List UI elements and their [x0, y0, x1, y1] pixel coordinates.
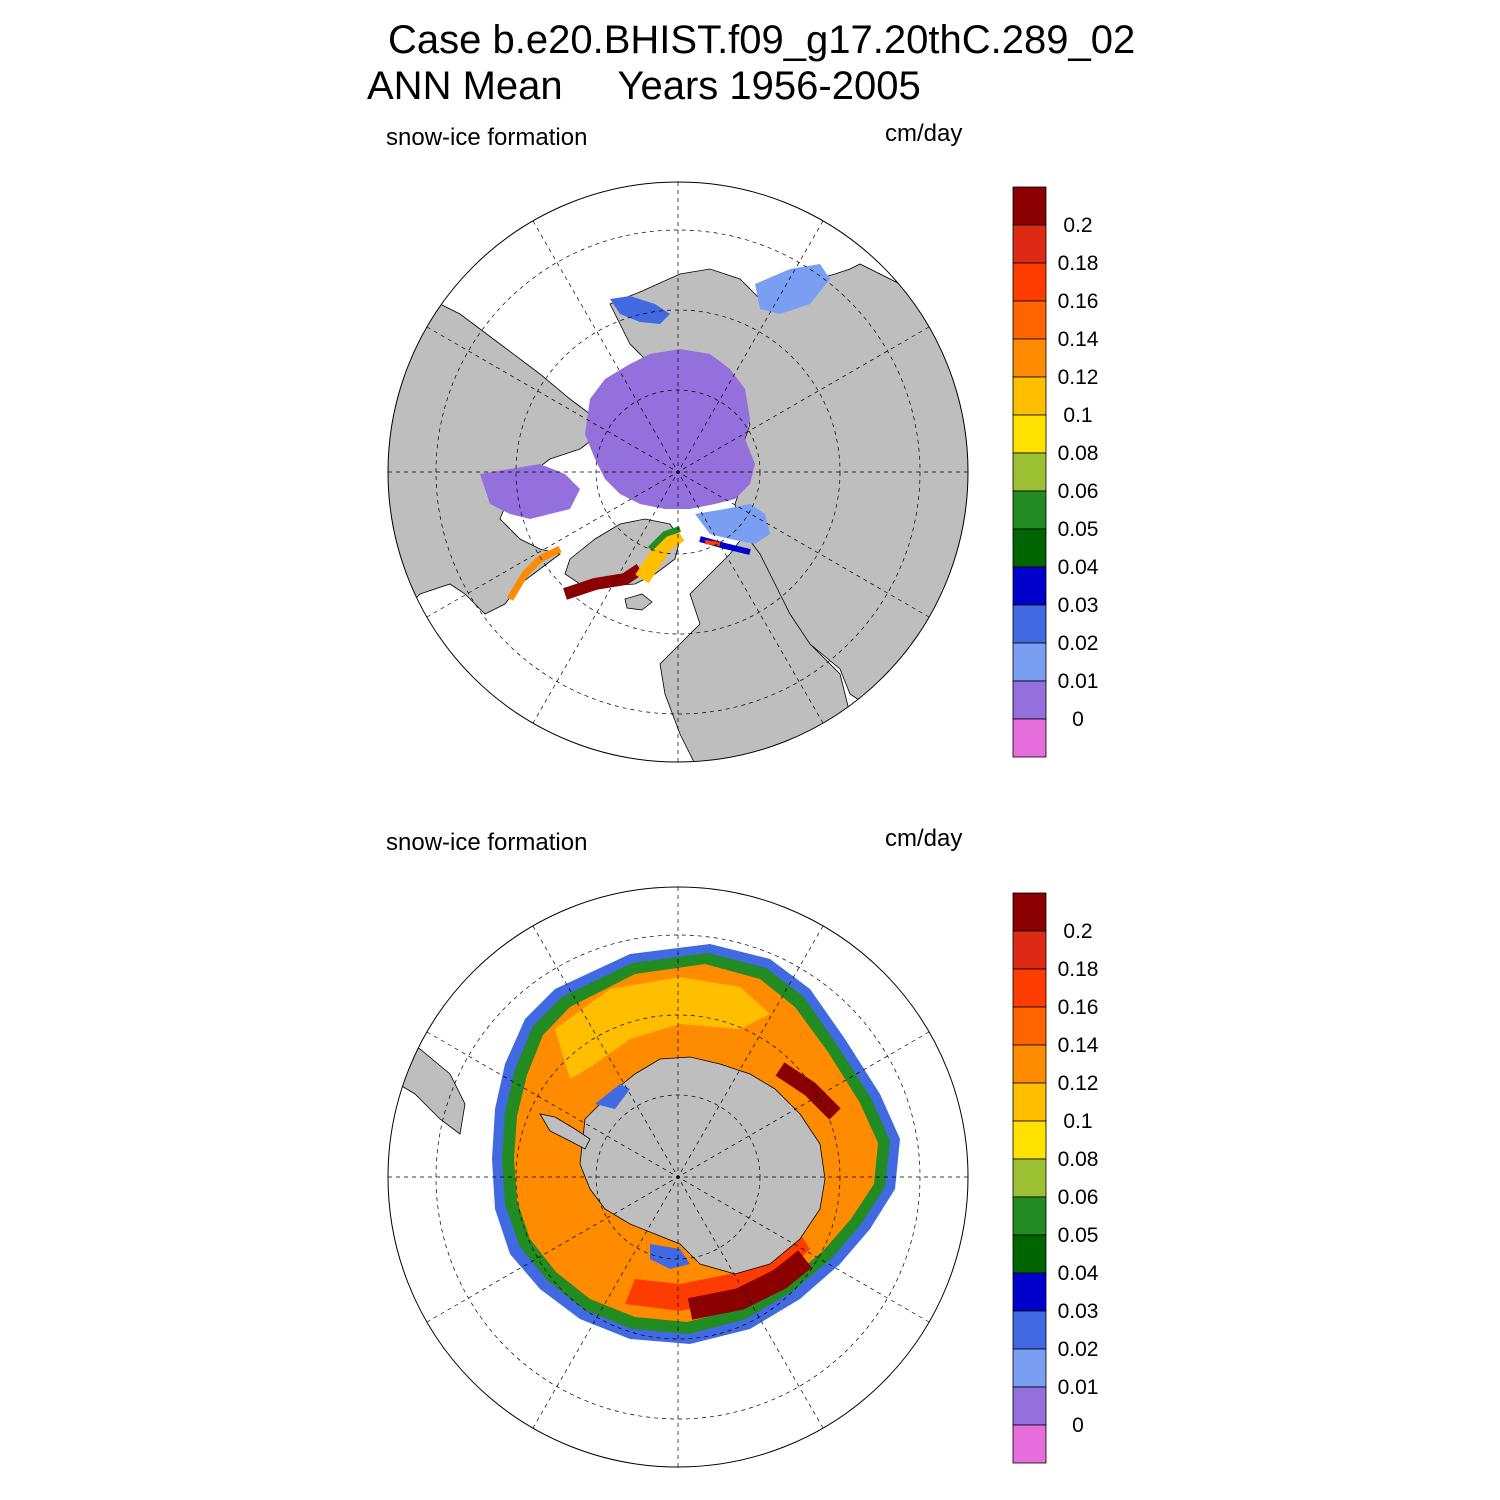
south-colorbar-label: 0.08: [1058, 1148, 1099, 1171]
south-colorbar-label: 0.04: [1058, 1262, 1099, 1285]
north-land-north-america: [388, 293, 601, 625]
north-colorbar-label: 0.02: [1058, 632, 1099, 655]
north-colorbar-label: 0.06: [1058, 480, 1099, 503]
north-land-iceland: [624, 593, 653, 611]
south-colorbar-label: 0: [1072, 1414, 1084, 1437]
south-weddell-blue: [595, 1084, 630, 1109]
south-colorbar-swatch: [1012, 930, 1047, 970]
north-okhotsk-ice: [755, 264, 830, 314]
south-colorbar-label: 0.2: [1063, 920, 1092, 943]
south-colorbar-swatch: [1012, 1120, 1047, 1160]
north-colorbar-swatch: [1012, 338, 1047, 378]
panel-north-units: cm/day: [885, 120, 963, 147]
north-grid: [388, 182, 968, 762]
south-land-peninsula: [539, 1113, 591, 1150]
north-colorbar-swatch: [1012, 718, 1047, 758]
north-colorbar-swatch: [1012, 376, 1047, 416]
south-ross-blue: [650, 1244, 690, 1269]
north-colorbar-label: 0.05: [1058, 518, 1099, 541]
north-polar-map: [387, 181, 969, 763]
south-ice-darkred-east: [775, 1062, 841, 1120]
north-colorbar-swatch: [1012, 224, 1047, 264]
south-colorbar-label: 0.05: [1058, 1224, 1099, 1247]
north-colorbar-swatch: [1012, 642, 1047, 682]
north-colorbar-swatch: [1012, 490, 1047, 530]
south-colorbar-swatch: [1012, 1044, 1047, 1084]
north-bering-ice: [610, 296, 670, 324]
south-colorbar-swatch: [1012, 1158, 1047, 1198]
south-land-antarctica: [579, 1056, 826, 1275]
panel-south-label: snow-ice formation: [386, 829, 588, 856]
south-colorbar-label: 0.06: [1058, 1186, 1099, 1209]
north-colorbar-swatch: [1012, 300, 1047, 340]
south-colorbar-label: 0.18: [1058, 958, 1099, 981]
north-labrador-band: [506, 545, 562, 601]
panel-north-label: snow-ice formation: [386, 124, 588, 151]
north-colorbar-swatch: [1012, 528, 1047, 568]
north-colorbar-label: 0.14: [1058, 328, 1099, 351]
south-colorbar-swatch: [1012, 1234, 1047, 1274]
south-ice-red-south: [625, 1234, 810, 1311]
south-colorbar-swatch: [1012, 968, 1047, 1008]
north-colorbar: 0.2 0.18 0.16 0.14 0.12 0.1 0.08 0.06 0.05 0.04 0.…: [1012, 186, 1099, 758]
north-colorbar-swatch: [1012, 414, 1047, 454]
north-colorbar-label: 0.03: [1058, 594, 1099, 617]
south-colorbar-swatch: [1012, 1386, 1047, 1426]
south-ice-yellow-north: [555, 977, 770, 1079]
north-arctic-ice: [585, 349, 755, 509]
north-colorbar-label: 0.1: [1063, 404, 1092, 427]
north-colorbar-label: 0.01: [1058, 670, 1099, 693]
north-colorbar-swatch: [1012, 186, 1047, 226]
south-grid: [388, 887, 968, 1467]
north-colorbar-label: 0.12: [1058, 366, 1099, 389]
north-hudson-ice: [480, 464, 580, 519]
north-fram-green: [647, 526, 681, 552]
north-map-border: [387, 181, 969, 763]
south-colorbar-swatch: [1012, 1082, 1047, 1122]
south-colorbar-label: 0.1: [1063, 1110, 1092, 1133]
north-colorbar-label: 0.16: [1058, 290, 1099, 313]
south-colorbar-swatch: [1012, 892, 1047, 932]
south-colorbar-label: 0.16: [1058, 996, 1099, 1019]
south-colorbar-swatch: [1012, 1424, 1047, 1464]
title-line-2: ANN Mean Years 1956-2005: [367, 64, 921, 108]
title-line-1: Case b.e20.BHIST.f09_g17.20thC.289_02: [388, 18, 1136, 62]
south-ice-darkred-south: [687, 1250, 812, 1320]
south-map-border: [387, 886, 969, 1468]
south-colorbar-label: 0.14: [1058, 1034, 1099, 1057]
panel-south-units: cm/day: [885, 825, 963, 852]
north-colorbar-swatch: [1012, 452, 1047, 492]
south-colorbar-label: 0.02: [1058, 1338, 1099, 1361]
north-colorbar-swatch: [1012, 680, 1047, 720]
south-colorbar-swatch: [1012, 1310, 1047, 1350]
south-colorbar-label: 0.03: [1058, 1300, 1099, 1323]
south-colorbar-label: 0.01: [1058, 1376, 1099, 1399]
north-colorbar-swatch: [1012, 604, 1047, 644]
north-colorbar-label: 0: [1072, 708, 1084, 731]
north-colorbar-label: 0.08: [1058, 442, 1099, 465]
north-colorbar-label: 0.18: [1058, 252, 1099, 275]
north-colorbar-swatch: [1012, 262, 1047, 302]
north-colorbar-label: 0.04: [1058, 556, 1099, 579]
south-colorbar: 0.2 0.18 0.16 0.14 0.12 0.1 0.08 0.06 0.05 0.04 0.…: [1012, 892, 1099, 1464]
south-colorbar-swatch: [1012, 1348, 1047, 1388]
north-fram-band: [635, 527, 685, 584]
south-colorbar-label: 0.12: [1058, 1072, 1099, 1095]
north-colorbar-swatch: [1012, 566, 1047, 606]
south-colorbar-swatch: [1012, 1272, 1047, 1312]
south-colorbar-swatch: [1012, 1006, 1047, 1046]
north-east-greenland-band: [563, 564, 644, 600]
north-colorbar-label: 0.2: [1063, 214, 1092, 237]
south-colorbar-swatch: [1012, 1196, 1047, 1236]
south-polar-map: [387, 886, 969, 1468]
north-barents-hot: [704, 540, 721, 546]
